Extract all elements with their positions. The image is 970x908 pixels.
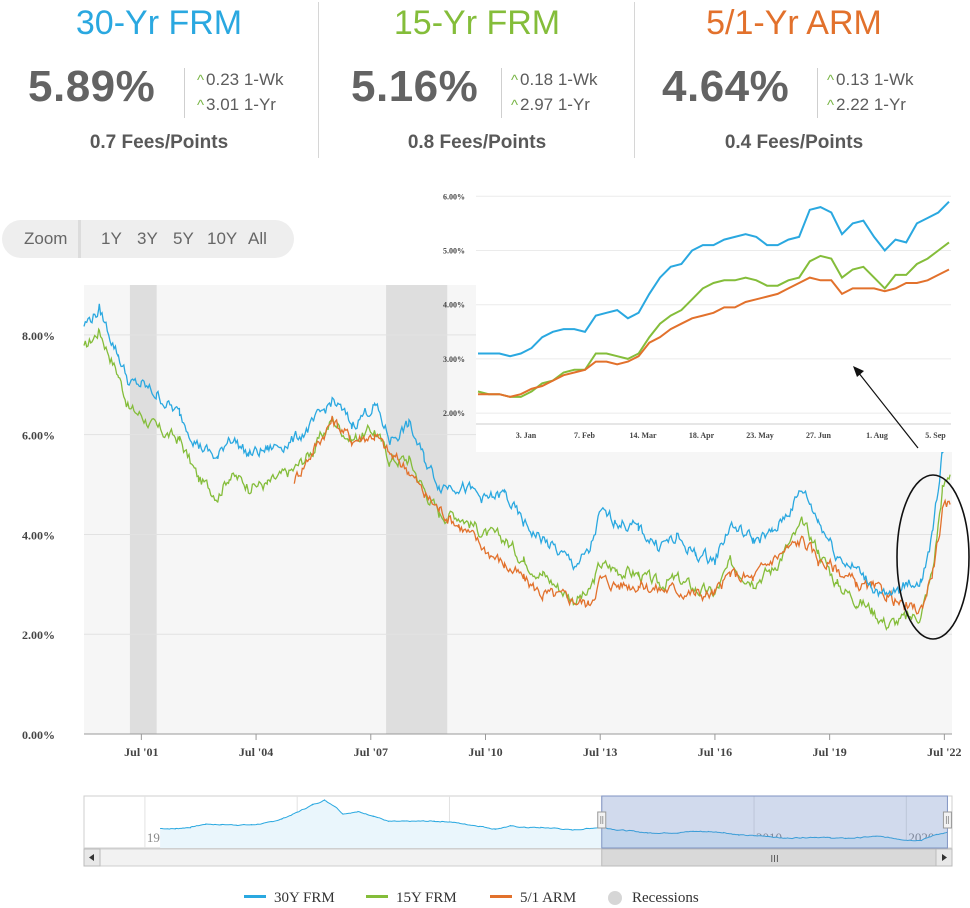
- up-arrow-icon: ^: [827, 72, 835, 89]
- y-tick-label: 0.00%: [22, 728, 55, 742]
- zoom-separator: [78, 220, 81, 258]
- inset-x-tick-label: 1. Aug: [866, 431, 888, 440]
- navigator-line: [160, 799, 948, 842]
- zoom-1y-button[interactable]: 1Y: [101, 229, 122, 248]
- inset-x-tick-label: 27. Jun: [806, 431, 831, 440]
- stat-divider: [318, 2, 319, 158]
- stat-change-year: ^ 2.97 1-Yr: [511, 95, 590, 114]
- zoom-label: Zoom: [24, 229, 68, 248]
- inset-x-tick-label: 7. Feb: [574, 431, 595, 440]
- up-arrow-icon: ^: [197, 72, 205, 89]
- x-tick-label: Jul '22: [927, 745, 961, 759]
- stat-title: 15-Yr FRM: [393, 4, 561, 42]
- stat-change-week: ^ 0.18 1-Wk: [511, 70, 598, 89]
- y-tick-label: 6.00%: [22, 429, 55, 443]
- navigator-selection: [601, 795, 948, 849]
- inset-y-tick-label: 6.00%: [443, 192, 465, 201]
- zoom-5y-button[interactable]: 5Y: [173, 229, 194, 248]
- series-line-15yfrm: [83, 327, 951, 631]
- up-arrow-icon: ^: [827, 97, 835, 114]
- legend-swatch: [244, 895, 266, 899]
- inset-y-tick-label: 3.00%: [443, 355, 465, 364]
- up-arrow-icon: ^: [197, 97, 205, 114]
- x-tick-label: Jul '19: [812, 745, 846, 759]
- series-line-51arm: [293, 415, 951, 615]
- stat-change-week: ^ 0.23 1-Wk: [197, 70, 284, 89]
- inset-panel: [476, 178, 965, 452]
- navigator-handle-right: [942, 811, 952, 829]
- stat-rate: 5.89%: [28, 62, 156, 111]
- annotation-arrow: [857, 371, 919, 449]
- stat-fees: 0.7 Fees/Points: [89, 132, 229, 153]
- inset-x-tick-label: 14. Mar: [629, 431, 657, 440]
- inset-y-tick-label: 5.00%: [443, 246, 465, 255]
- legend-swatch: [366, 895, 388, 899]
- stat-title: 30-Yr FRM: [75, 4, 243, 42]
- y-tick-label: 4.00%: [22, 528, 55, 542]
- inset-x-tick-label: 23. May: [746, 431, 774, 440]
- x-tick-label: Jul '13: [583, 745, 617, 759]
- legend-item-recessions[interactable]: Recessions: [608, 890, 699, 907]
- legend-swatch: [490, 895, 512, 899]
- inset-x-tick-label: 18. Apr: [689, 431, 715, 440]
- recession-band: [129, 285, 157, 734]
- annotation-arrowhead: [853, 366, 864, 377]
- stat-title: 5/1-Yr ARM: [706, 4, 882, 42]
- x-tick-label: Jul '01: [124, 745, 158, 759]
- navigator-area: [160, 799, 948, 848]
- stat-rate: 5.16%: [351, 62, 479, 111]
- up-arrow-icon: ^: [511, 72, 519, 89]
- y-tick-label: 8.00%: [22, 329, 55, 343]
- stat-change-week: ^ 0.13 1-Wk: [827, 70, 914, 89]
- stat-divider: [634, 2, 635, 158]
- stat-separator: [817, 68, 818, 118]
- navigator-handle-left: [597, 811, 607, 829]
- inset-x-tick-label: 3. Jan: [516, 431, 537, 440]
- zoom-10y-button[interactable]: 10Y: [207, 229, 238, 248]
- x-tick-label: Jul '04: [239, 745, 273, 759]
- legend-item-15y[interactable]: 15Y FRM: [366, 890, 457, 907]
- legend-item-arm[interactable]: 5/1 ARM: [490, 890, 576, 907]
- stat-fees: 0.8 Fees/Points: [407, 132, 547, 153]
- inset-series-line-30yfrm: [478, 200, 950, 358]
- stat-separator: [501, 68, 502, 118]
- series-line-30yfrm: [83, 303, 951, 598]
- stat-separator: [184, 68, 185, 118]
- highlight-ellipse: [896, 474, 970, 640]
- chart-legend: 30Y FRM 15Y FRM 5/1 ARM Recessions: [0, 888, 970, 908]
- navigator-scrollbar-grip: III: [770, 854, 778, 865]
- arrow-right-icon: [942, 854, 947, 861]
- stat-rate: 4.64%: [662, 62, 790, 111]
- inset-x-tick-label: 5. Sep: [925, 431, 946, 440]
- inset-y-tick-label: 2.00%: [443, 409, 465, 418]
- up-arrow-icon: ^: [511, 97, 519, 114]
- legend-item-30y[interactable]: 30Y FRM: [244, 890, 335, 907]
- inset-series-line-51arm: [478, 268, 950, 398]
- x-tick-label: Jul '07: [354, 745, 388, 759]
- y-tick-label: 2.00%: [22, 628, 55, 642]
- legend-swatch: [608, 890, 622, 905]
- stat-fees: 0.4 Fees/Points: [724, 132, 864, 153]
- stat-change-year: ^ 2.22 1-Yr: [827, 95, 906, 114]
- x-tick-label: Jul '16: [698, 745, 732, 759]
- x-tick-label: Jul '10: [468, 745, 502, 759]
- stat-panel-15yr: 15-Yr FRM 5.16% ^ 0.18 1-Wk ^ 2.97 1-Yr 0.…: [318, 0, 636, 160]
- arrow-left-icon: [89, 854, 94, 861]
- stat-panel-arm: 5/1-Yr ARM 4.64% ^ 0.13 1-Wk ^ 2.22 1-Yr 0…: [634, 0, 954, 160]
- inset-y-tick-label: 4.00%: [443, 301, 465, 310]
- stat-change-year: ^ 3.01 1-Yr: [197, 95, 276, 114]
- zoom-all-button[interactable]: All: [248, 229, 267, 248]
- stat-panel-30yr: 30-Yr FRM 5.89% ^ 0.23 1-Wk ^ 3.01 1-Yr 0.…: [0, 0, 318, 160]
- zoom-3y-button[interactable]: 3Y: [137, 229, 158, 248]
- zoom-bar: Zoom 1Y 3Y 5Y 10Y All: [2, 220, 294, 258]
